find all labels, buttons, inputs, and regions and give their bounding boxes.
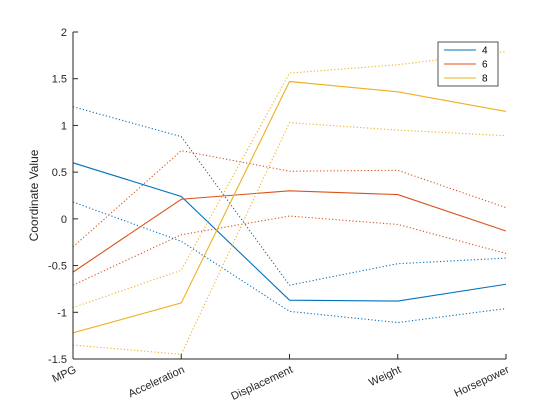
y-tick-label: 0 — [61, 214, 67, 226]
series-lower-quartile-line — [72, 122, 507, 355]
y-tick-label: 1 — [61, 120, 67, 132]
y-tick-label: 2 — [61, 27, 67, 39]
y-ticks: -1.5 -1 -0.5 0 0.5 1 1.5 2 — [48, 27, 78, 366]
plot-area — [73, 32, 506, 359]
y-tick-label: -1 — [57, 307, 67, 319]
y-tick-label: -1.5 — [48, 354, 67, 366]
series-upper-quartile-line — [72, 150, 507, 248]
legend-items: 4 6 8 — [444, 46, 488, 85]
legend-label: 8 — [482, 74, 488, 85]
series-lines — [72, 51, 507, 355]
y-tick-label: 0.5 — [52, 167, 67, 179]
legend-label: 6 — [482, 60, 488, 71]
series-upper-quartile-line — [72, 106, 507, 286]
y-tick-label: -0.5 — [48, 261, 67, 273]
y-tick-label: 1.5 — [52, 74, 67, 86]
legend-label: 4 — [482, 46, 488, 57]
series-median-line — [72, 190, 507, 273]
y-axis-title: Coordinate Value — [27, 149, 41, 241]
series-median-line — [72, 80, 507, 334]
legend[interactable]: 4 6 8 — [437, 41, 499, 87]
series-median-line — [72, 162, 507, 302]
